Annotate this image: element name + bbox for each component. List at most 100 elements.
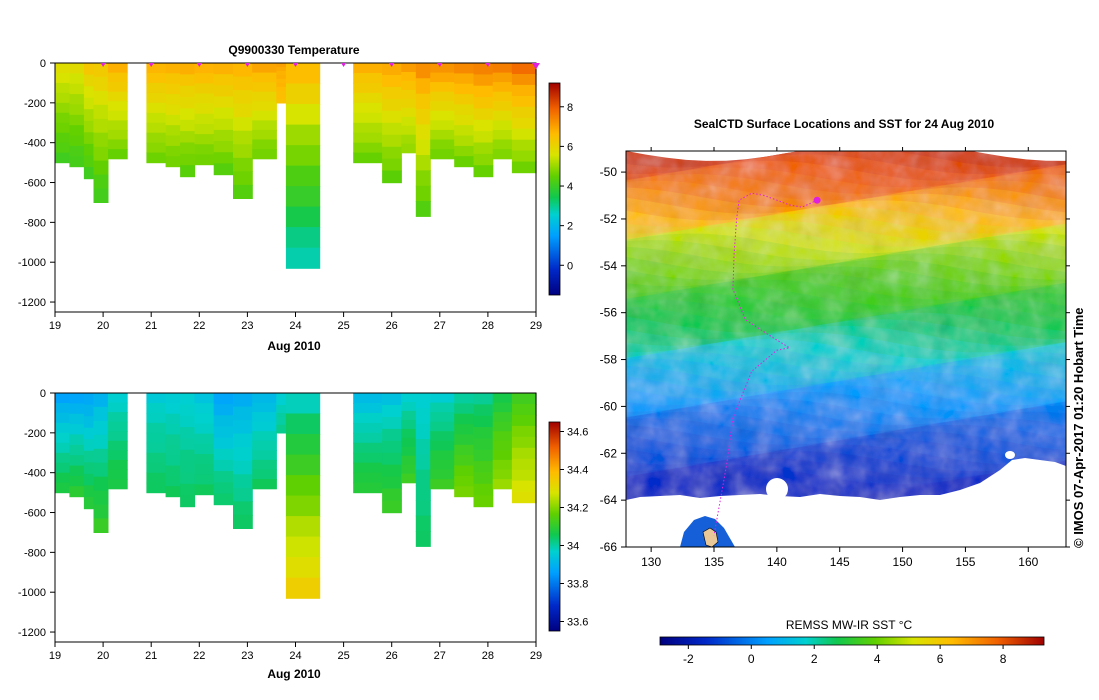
sst-band [626,471,1066,499]
sst-band [626,253,1066,281]
profile-cell [233,63,253,78]
profile-cell [83,167,95,180]
profile-cell [165,94,181,106]
profile-cell [69,393,85,404]
profile-cell [194,413,215,425]
sst-band [626,325,1066,354]
profile-cell [382,170,402,184]
profile-cell [276,67,287,72]
sst-band [626,154,1066,182]
profile-cell [252,431,277,442]
profile-cell [146,132,167,144]
profile-cell [180,153,196,166]
profile-cell [252,139,277,150]
profile-cell [69,413,85,425]
profile-cell [492,440,513,451]
profile-cell [194,124,215,135]
profile-cell [401,98,417,109]
profile-cell [55,142,70,154]
y-tick-label: -400 [24,468,46,480]
profile-cell [285,454,321,476]
profile-cell [233,420,253,435]
profile-cell [93,448,109,464]
profile-cell [492,63,513,74]
profile-cell [511,480,537,493]
profile-cell [492,431,513,442]
colorbar-tick-label: 34.2 [567,503,588,515]
profile-cell [285,83,321,105]
profile-cell [55,472,70,484]
profile-cell [93,518,109,533]
sst-band [626,424,1066,453]
profile-cell [285,536,321,558]
profile-cell [83,404,95,417]
sst-colorbar-ticks: -2 0 2 4 6 8 [683,645,1007,666]
profile-cell [165,114,181,126]
x-tick-label: 26 [386,320,398,332]
profile-cell [213,141,234,153]
profile-cell [415,185,431,202]
profile-cell [93,434,109,450]
seal-track [713,192,818,536]
profile-cell [233,117,253,132]
profile-cell [382,476,402,490]
profile-cell [285,145,321,167]
profile-cell [382,488,402,502]
profile-cell [69,63,85,74]
profile-cell [55,462,70,474]
profile-cell [146,452,167,464]
profile-cell [180,119,196,132]
profile-cell [146,152,167,164]
profile-cell [107,63,128,74]
profile-cell [93,132,109,148]
profile-cell [276,71,287,76]
profile-cell [165,413,181,425]
profile-cell [454,413,474,425]
profile-cell [276,397,287,402]
profile-cell [473,63,494,75]
profile-cell [430,120,455,131]
profile-cell [213,152,234,164]
profile-cell [401,402,417,412]
profile-cell [165,455,181,467]
sst-band [626,332,1066,360]
profile-cell [454,135,474,147]
salinity-axes: 19 20 21 22 23 24 25 26 27 28 29 0 -200 -400 -600 -800 -… [18,388,542,662]
profile-cell [511,84,537,97]
profile-cell [146,462,167,474]
profile-cell [492,459,513,471]
profile-cell [194,144,215,156]
profile-cell [401,437,417,448]
salinity-xlabel: Aug 2010 [267,667,321,681]
profile-cell [415,155,431,171]
profile-cell [107,120,128,131]
profile-cell [55,412,70,424]
profile-cell [454,83,474,95]
y-tick-label: -600 [24,178,46,190]
profile-cell [165,73,181,85]
profile-cell [285,434,321,456]
profile-cell [353,142,383,154]
sst-bands [626,151,1066,547]
profile-cell [415,485,431,501]
profile-cell [83,155,95,168]
profile-cell [107,412,128,423]
profile-cell [473,427,494,440]
profile-cell [454,424,474,436]
colorbar-tick-label: 33.8 [567,579,588,591]
profile-cell [194,474,215,486]
profile-cell [511,106,537,119]
profile-cell [146,472,167,484]
profile-cell [430,91,455,102]
profile-cell [492,82,513,93]
profile-cell [83,393,95,406]
y-tick-label: -56 [600,306,618,320]
profile-cell [430,82,455,93]
profile-cell [194,393,215,404]
sst-band [626,193,1066,222]
sst-band [626,365,1066,393]
x-tick-label: 145 [830,555,850,569]
profile-cell [83,109,95,122]
profile-cell [146,482,167,494]
profile-cell [165,424,181,436]
